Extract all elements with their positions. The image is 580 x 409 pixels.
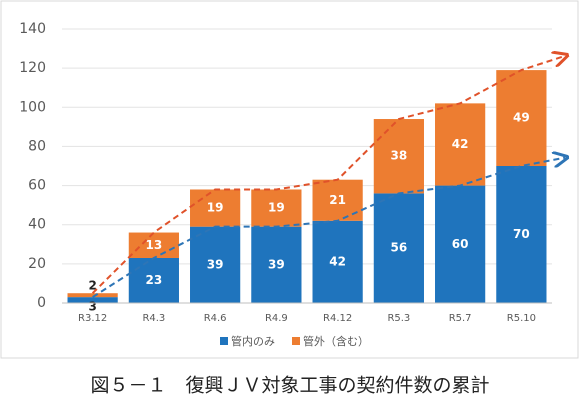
bar-segment — [128, 257, 179, 303]
trend-line — [92, 158, 565, 298]
bar-segment — [67, 297, 118, 303]
x-tick-label: R4.3 — [142, 313, 165, 324]
chart-title: 図５－１ 復興ＪＶ対象工事の契約件数の累計 — [90, 375, 489, 397]
trend-line — [91, 56, 565, 294]
y-tick-label: 100 — [19, 99, 46, 115]
bar-segment — [312, 220, 363, 303]
bar-segment — [128, 232, 179, 258]
bar-segment — [373, 119, 424, 194]
value-label: 13 — [146, 238, 163, 252]
x-tick-label: R4.12 — [323, 313, 352, 324]
bar-segment — [190, 189, 241, 227]
bar-segment — [251, 226, 302, 303]
value-label: 60 — [452, 237, 469, 251]
bar-segment — [435, 103, 486, 186]
bar-segment — [435, 185, 486, 303]
x-tick-label: R5.10 — [507, 313, 536, 324]
bar-segment — [496, 166, 547, 303]
value-label: 38 — [391, 149, 408, 163]
x-tick-label: R4.6 — [204, 313, 227, 324]
legend-swatch — [292, 337, 300, 345]
y-tick-label: 140 — [19, 21, 46, 37]
x-tick-label: R5.3 — [387, 313, 410, 324]
x-tick-label: R5.7 — [449, 313, 472, 324]
bar-segment — [67, 293, 118, 298]
value-label: 3 — [88, 300, 96, 314]
bar-segment — [251, 189, 302, 227]
bar-segment — [190, 226, 241, 303]
value-label: 42 — [329, 254, 346, 268]
value-label: 19 — [268, 201, 285, 215]
legend-label: 管内のみ — [231, 334, 275, 348]
bar-segment — [373, 193, 424, 303]
value-label: 49 — [513, 111, 530, 125]
y-tick-label: 120 — [19, 60, 46, 76]
x-tick-label: R3.12 — [78, 313, 107, 324]
value-label: 42 — [452, 137, 469, 151]
bar-segment — [496, 70, 547, 166]
value-label: 19 — [207, 201, 224, 215]
legend-swatch — [220, 337, 228, 345]
x-tick-label: R4.9 — [265, 313, 288, 324]
y-tick-label: 80 — [28, 138, 46, 154]
legend-label: 管外（含む） — [303, 334, 369, 348]
value-label: 56 — [391, 241, 408, 255]
value-label: 70 — [513, 227, 530, 241]
value-label: 23 — [146, 273, 163, 287]
y-tick-label: 20 — [28, 256, 46, 272]
y-tick-label: 0 — [37, 295, 46, 311]
value-label: 2 — [88, 279, 96, 293]
y-tick-label: 40 — [28, 217, 46, 233]
value-label: 39 — [207, 257, 224, 271]
y-tick-label: 60 — [28, 178, 46, 194]
value-label: 39 — [268, 257, 285, 271]
value-label: 21 — [329, 193, 346, 207]
